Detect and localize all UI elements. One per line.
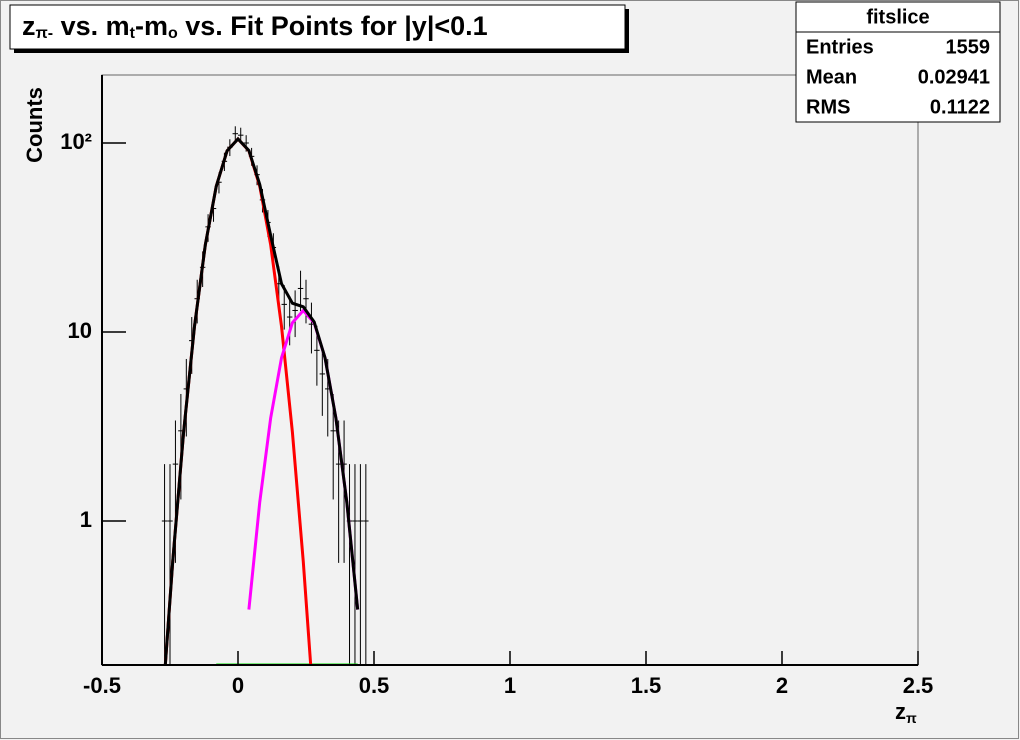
stats-label: RMS bbox=[806, 96, 850, 118]
stats-value: 0.1122 bbox=[930, 96, 990, 118]
y-tick-label: 10² bbox=[60, 129, 92, 154]
y-tick-label: 10 bbox=[68, 318, 92, 343]
text-part: -m bbox=[135, 11, 168, 41]
subscript: π bbox=[906, 710, 917, 726]
fit-curve bbox=[163, 136, 360, 665]
x-tick-label: 2.5 bbox=[903, 673, 934, 698]
chart-title: zπ- vs. mt-mo vs. Fit Points for |y|<0.1 bbox=[22, 11, 488, 42]
plot-area bbox=[161, 126, 369, 665]
text-part: vs. m bbox=[53, 11, 130, 41]
stats-box bbox=[795, 1, 1001, 123]
subscript: t bbox=[130, 25, 136, 42]
plot-frame bbox=[101, 74, 919, 666]
x-axis-label: zπ bbox=[895, 699, 917, 726]
stats-title: fitslice bbox=[866, 6, 929, 28]
x-tick-label: -0.5 bbox=[83, 673, 121, 698]
text-part: z bbox=[895, 699, 906, 724]
x-tick-label: 0.5 bbox=[359, 673, 390, 698]
x-tick-label: 1.5 bbox=[631, 673, 662, 698]
stats-label: Mean bbox=[806, 66, 857, 88]
stats-value: 1559 bbox=[946, 36, 991, 58]
title-box bbox=[9, 4, 626, 50]
x-tick-label: 2 bbox=[776, 673, 788, 698]
y-tick-label: 1 bbox=[80, 507, 92, 532]
stats-value: 0.02941 bbox=[918, 66, 990, 88]
text-part: z bbox=[22, 11, 36, 41]
x-tick-label: 0 bbox=[232, 673, 244, 698]
y-axis-label: Counts bbox=[22, 87, 47, 163]
stats-label: Entries bbox=[806, 36, 874, 58]
x-tick-label: 1 bbox=[504, 673, 516, 698]
subscript: π- bbox=[36, 25, 54, 42]
text-part: vs. Fit Points for |y|<0.1 bbox=[178, 11, 488, 41]
subscript: o bbox=[168, 25, 178, 42]
